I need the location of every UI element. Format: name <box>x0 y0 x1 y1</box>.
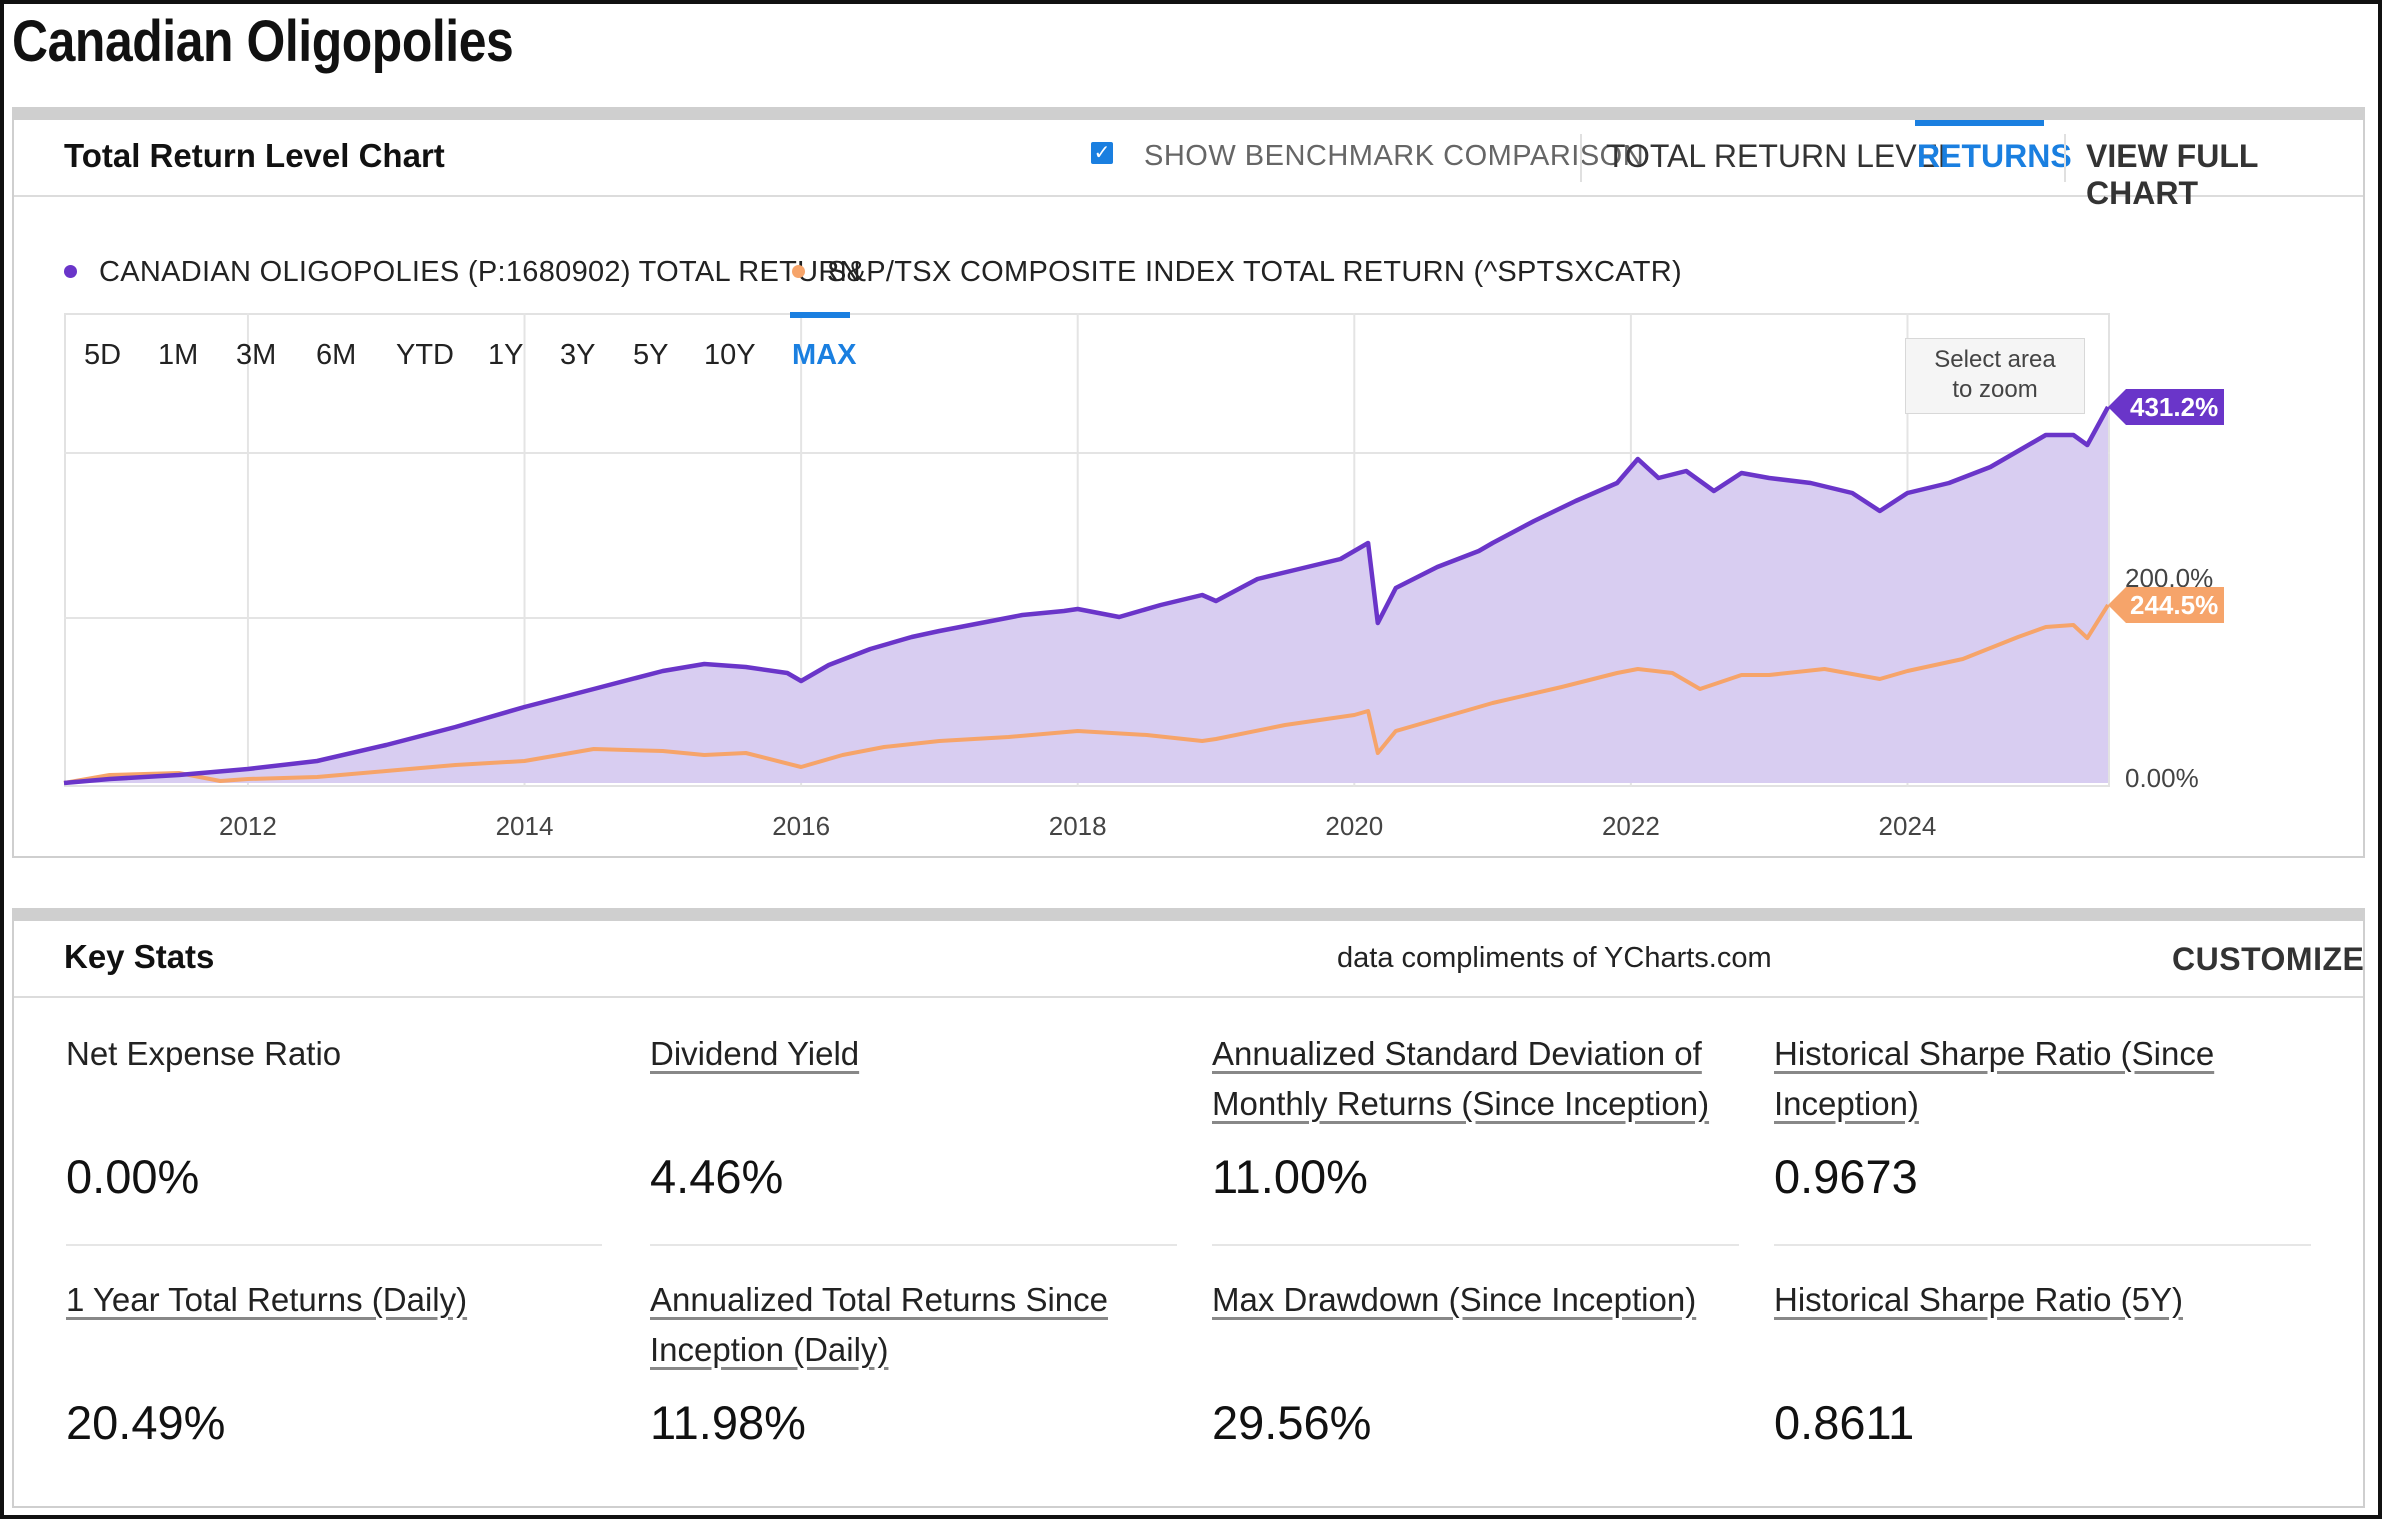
page-title: Canadian Oligopolies <box>12 9 514 74</box>
legend-dot-icon <box>64 264 77 278</box>
fund-series-area <box>64 407 2108 783</box>
fund-last-value-badge-label: 431.2% <box>2130 392 2218 422</box>
legend-label-benchmark: S&P/TSX COMPOSITE INDEX TOTAL RETURN (^S… <box>827 256 1682 288</box>
legend-dot-icon <box>792 264 805 278</box>
range-button-3m[interactable]: 3M <box>236 339 277 371</box>
x-tick-label: 2020 <box>1325 811 1383 841</box>
customize-button[interactable]: CUSTOMIZE <box>2172 941 2365 977</box>
stat-label-annualized-total-returns[interactable]: Annualized Total Returns Since Inception… <box>650 1281 1109 1368</box>
stat-value-max-drawdown: 29.56% <box>1212 1396 1372 1449</box>
key-stats-panel: Key Stats data compliments of YCharts.co… <box>12 908 2365 1508</box>
zoom-tooltip-text: Select area to zoom <box>1906 345 2084 405</box>
zoom-tooltip-line: to zoom <box>1952 376 2038 403</box>
stat-label-sharpe-since-inception[interactable]: Historical Sharpe Ratio (Since Inception… <box>1774 1035 2215 1122</box>
x-tick-label: 2024 <box>1879 811 1937 841</box>
zoom-tooltip: Select area to zoom <box>1905 338 2085 414</box>
stat-label-max-drawdown[interactable]: Max Drawdown (Since Inception) <box>1212 1281 1697 1318</box>
stat-value-sharpe-since-inception: 0.9673 <box>1774 1150 1918 1203</box>
stat-label-dividend-yield[interactable]: Dividend Yield <box>650 1035 860 1072</box>
header-divider <box>2064 134 2066 182</box>
total-return-chart-panel: Total Return Level Chart ✓ SHOW BENCHMAR… <box>12 107 2365 858</box>
range-button-1y[interactable]: 1Y <box>488 339 524 371</box>
chart-panel-header: Total Return Level Chart ✓ SHOW BENCHMAR… <box>14 120 2363 211</box>
range-button-max[interactable]: MAX <box>792 339 857 371</box>
chart-panel-title: Total Return Level Chart <box>64 137 445 174</box>
legend-item-benchmark[interactable]: S&P/TSX COMPOSITE INDEX TOTAL RETURN (^S… <box>792 256 1682 289</box>
view-full-chart-link[interactable]: VIEW FULL CHART <box>2086 138 2258 211</box>
stat-value-dividend-yield: 4.46% <box>650 1150 784 1203</box>
tab-total-return-level[interactable]: TOTAL RETURN LEVEL <box>1606 138 1956 174</box>
legend-item-fund[interactable]: CANADIAN OLIGOPOLIES (P:1680902) TOTAL R… <box>64 256 861 289</box>
range-button-5d[interactable]: 5D <box>84 339 122 371</box>
data-credit: data compliments of YCharts.com <box>1337 942 1772 974</box>
benchmark-last-value-badge <box>2108 587 2224 623</box>
range-button-ytd[interactable]: YTD <box>396 339 454 371</box>
stat-value-1y-total-returns: 20.49% <box>66 1396 226 1449</box>
tab-active-indicator <box>1915 120 2044 126</box>
benchmark-checkbox-label[interactable]: SHOW BENCHMARK COMPARISON <box>1144 140 1645 172</box>
x-tick-label: 2012 <box>219 811 277 841</box>
stat-label-sharpe-5y[interactable]: Historical Sharpe Ratio (5Y) <box>1774 1281 2183 1318</box>
stat-value-net-expense-ratio: 0.00% <box>66 1150 200 1203</box>
range-button-5y[interactable]: 5Y <box>633 339 669 371</box>
benchmark-checkbox[interactable]: ✓ <box>1091 142 1113 164</box>
key-stats-header: Key Stats data compliments of YCharts.co… <box>14 921 2365 998</box>
range-active-indicator <box>790 312 850 318</box>
x-tick-label: 2018 <box>1049 811 1107 841</box>
stat-label-annualized-std-dev[interactable]: Annualized Standard Deviation of Monthly… <box>1212 1035 1710 1122</box>
total-return-chart: 2012 2014 2016 2018 2020 2022 20240.00%200.0%2… <box>63 313 2224 841</box>
stat-label-1y-total-returns[interactable]: 1 Year Total Returns (Daily) <box>66 1281 468 1318</box>
range-button-1m[interactable]: 1M <box>158 339 199 371</box>
stat-divider <box>1774 1244 2311 1246</box>
stat-divider <box>650 1244 1177 1246</box>
range-button-10y[interactable]: 10Y <box>704 339 756 371</box>
fund-last-value-badge <box>2108 389 2224 425</box>
stat-value-annualized-total-returns: 11.98% <box>650 1396 806 1449</box>
plot-area[interactable] <box>64 313 2110 787</box>
zoom-tooltip-line: Select area <box>1934 346 2056 373</box>
legend-label-fund: CANADIAN OLIGOPOLIES (P:1680902) TOTAL R… <box>99 256 861 288</box>
benchmark-series-line <box>63 603 2110 785</box>
tab-returns[interactable]: RETURNS <box>1917 138 2072 174</box>
stat-divider <box>1212 1244 1739 1246</box>
x-tick-label: 2016 <box>772 811 830 841</box>
range-button-3y[interactable]: 3Y <box>560 339 596 371</box>
stat-value-sharpe-5y: 0.8611 <box>1774 1396 1915 1449</box>
stat-value-annualized-std-dev: 11.00% <box>1212 1150 1368 1203</box>
x-tick-label: 2014 <box>496 811 554 841</box>
fund-series-line <box>63 405 2110 786</box>
header-divider <box>1580 134 1582 182</box>
benchmark-last-value-badge-label: 244.5% <box>2130 590 2218 620</box>
key-stats-title: Key Stats <box>64 938 215 975</box>
y-tick-label: 0.00% <box>2125 763 2199 793</box>
stat-divider <box>66 1244 602 1246</box>
x-tick-label: 2022 <box>1602 811 1660 841</box>
stat-label-net-expense-ratio: Net Expense Ratio <box>66 1035 342 1072</box>
range-button-6m[interactable]: 6M <box>316 339 357 371</box>
